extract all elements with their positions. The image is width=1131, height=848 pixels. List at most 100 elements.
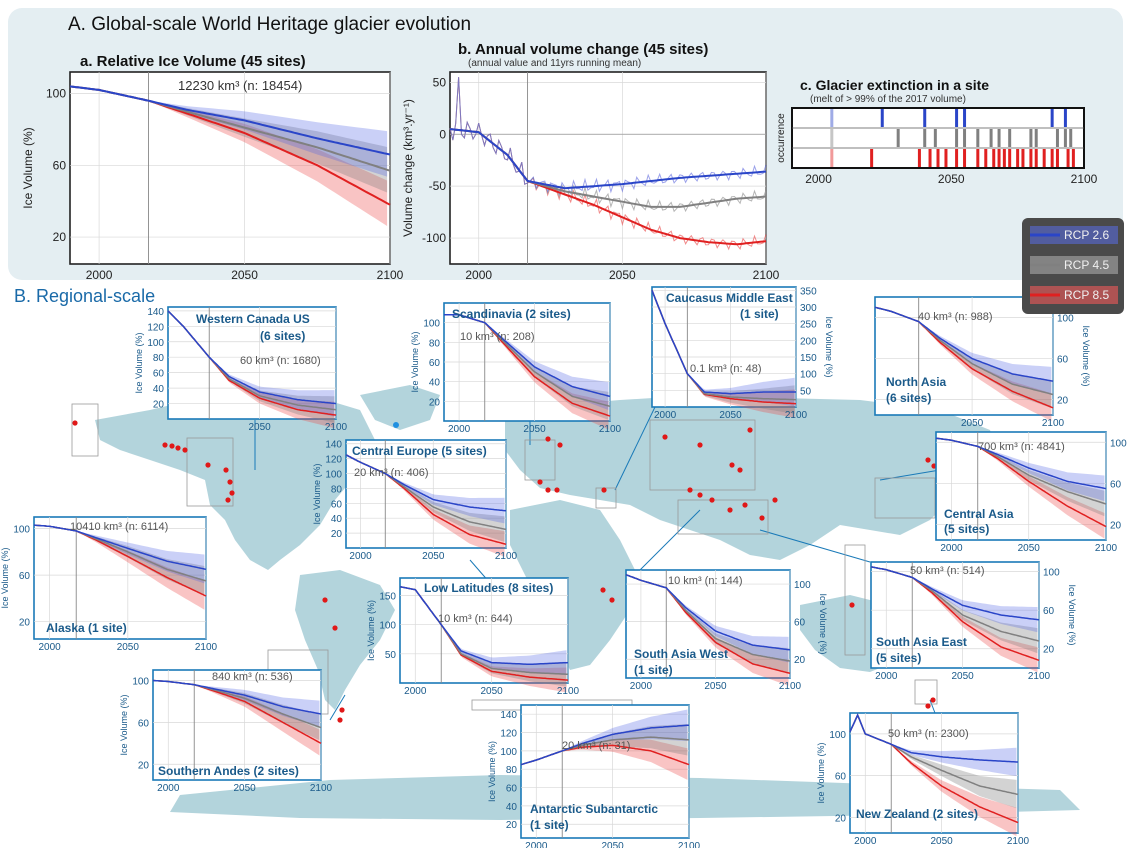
band-rcp45 xyxy=(148,100,388,193)
band-rcp26 xyxy=(912,577,1038,633)
band-rcp85 xyxy=(76,530,205,610)
x-tick-label: 2000 xyxy=(854,836,877,847)
x-tick-label: 2100 xyxy=(1007,836,1030,847)
region-box xyxy=(71,403,99,457)
y-tick-label: 100 xyxy=(1043,568,1060,579)
x-tick-label: 2100 xyxy=(753,268,780,282)
band-rcp45 xyxy=(484,322,609,420)
x-tick-label: 2050 xyxy=(602,841,625,848)
x-tick-label: 2000 xyxy=(157,783,180,794)
y-tick-label: 60 xyxy=(138,718,150,729)
legend-swatch xyxy=(1030,256,1118,274)
y-tick-label: 20 xyxy=(835,813,847,824)
y-tick-label: 40 xyxy=(153,384,165,395)
plot-area xyxy=(69,71,391,265)
x-tick-label: 2000 xyxy=(525,841,548,848)
connector-line xyxy=(929,699,936,714)
chart-title: Low Latitudes (8 sites) xyxy=(424,581,553,595)
extinction-event xyxy=(1050,109,1054,127)
region-box xyxy=(914,679,938,705)
band-rcp26 xyxy=(666,587,789,663)
band-rcp45 xyxy=(385,473,505,542)
y-tick-label: -50 xyxy=(429,179,447,193)
volume-annotation: 60 km³ (n: 1680) xyxy=(240,355,321,367)
x-tick-label: 2100 xyxy=(1095,543,1118,554)
y-tick-label: 60 xyxy=(19,571,31,582)
x-tick-label: 2000 xyxy=(630,681,653,692)
y-tick-label: 150 xyxy=(379,592,396,603)
plot-area xyxy=(849,712,1019,834)
y-tick-label: 60 xyxy=(835,772,847,783)
y-tick-label: 50 xyxy=(433,75,447,89)
x-tick-label: 2100 xyxy=(785,410,808,421)
x-tick-label: 2050 xyxy=(481,686,504,697)
x-tick-label: 2100 xyxy=(195,642,218,653)
chart-global-b: -100 -50 0 50 2000 2050 2100 Volume change (km³… xyxy=(401,41,780,282)
band-rcp85 xyxy=(148,100,388,226)
y-tick-label: 40 xyxy=(506,802,518,813)
glacier-site xyxy=(337,717,343,723)
y-tick-label: 100 xyxy=(1110,438,1127,449)
y-tick-label: 100 xyxy=(800,370,817,381)
glacier-site xyxy=(169,443,175,449)
chart-north-asia: 20 60 100 2050 2100 Ice Volume (%) North Asia (… xyxy=(874,296,1091,429)
extinction-event xyxy=(944,149,948,167)
chart-caucasus: 50 100 150 200 250 300 350 2000 2050 2100 Ice Volu… xyxy=(651,286,834,421)
extinction-event xyxy=(976,129,980,147)
y-tick-label: 150 xyxy=(800,353,817,364)
y-axis-label: Ice Volume (%) xyxy=(119,694,129,755)
extinction-event xyxy=(1055,129,1059,147)
x-tick-label: 2100 xyxy=(779,681,802,692)
glacier-site xyxy=(930,697,936,703)
chart-title-line2: (1 site) xyxy=(740,307,779,321)
extinction-event xyxy=(1034,129,1038,147)
volume-annotation: 20 km³ (n: 406) xyxy=(354,467,429,479)
series-line-rcp26 xyxy=(399,586,569,666)
extinction-event xyxy=(1002,149,1006,167)
glacier-site xyxy=(709,497,715,503)
band-rcp26 xyxy=(918,321,1052,395)
chart-title: Central Europe (5 sites) xyxy=(352,444,487,458)
extinction-event xyxy=(1042,149,1046,167)
y-tick-label: 100 xyxy=(829,730,846,741)
y-tick-label: 60 xyxy=(53,158,67,172)
glacier-site xyxy=(737,467,743,473)
series-line-rcp26 xyxy=(870,566,1040,621)
eurasia-landmass xyxy=(505,395,1000,560)
band-rcp45 xyxy=(441,624,567,687)
chart-title-line2: (1 site) xyxy=(634,663,673,677)
y-tick-label: 60 xyxy=(429,358,441,369)
volume-annotation: 10410 km³ (n: 6114) xyxy=(70,521,168,533)
series-line-rcp26 xyxy=(167,310,337,405)
chart-title: Caucasus Middle East xyxy=(666,291,793,305)
y-tick-label: 0 xyxy=(439,127,446,141)
region-box xyxy=(595,487,617,509)
y-tick-label: 50 xyxy=(385,650,397,661)
legend-label: RCP 4.5 xyxy=(1064,258,1109,272)
volume-annotation: 50 km³ (n: 2300) xyxy=(888,728,969,740)
extinction-event xyxy=(1055,149,1059,167)
y-tick-label: 100 xyxy=(1057,314,1074,325)
x-tick-label: 2050 xyxy=(249,422,272,433)
y-tick-label: 20 xyxy=(153,400,165,411)
connector-line xyxy=(759,529,871,563)
volume-annotation: 700 km³ (n: 4841) xyxy=(978,441,1065,453)
x-tick-label: 2050 xyxy=(952,671,975,682)
band-rcp85 xyxy=(194,684,320,756)
y-axis-label: Ice Volume (%) xyxy=(1081,325,1091,386)
volume-annotation: 40 km³ (n: 988) xyxy=(918,311,993,323)
chart-title: Alaska (1 site) xyxy=(46,621,127,635)
chart-title: Antarctic Subantarctic xyxy=(530,802,658,816)
series-line-rcp26 xyxy=(935,437,1107,490)
region-box xyxy=(186,437,234,507)
series-line-rcp26 xyxy=(651,290,796,395)
band-rcp85 xyxy=(484,322,609,430)
y-tick-label: 100 xyxy=(794,580,811,591)
y-tick-label: 40 xyxy=(429,378,441,389)
glacier-site xyxy=(182,447,188,453)
chart-global-a: 20 60 100 2000 2050 2100 Ice Volume (%) a. Rela… xyxy=(21,53,404,282)
extinction-event xyxy=(1029,129,1033,147)
chart-title: a. Relative Ice Volume (45 sites) xyxy=(80,53,306,70)
